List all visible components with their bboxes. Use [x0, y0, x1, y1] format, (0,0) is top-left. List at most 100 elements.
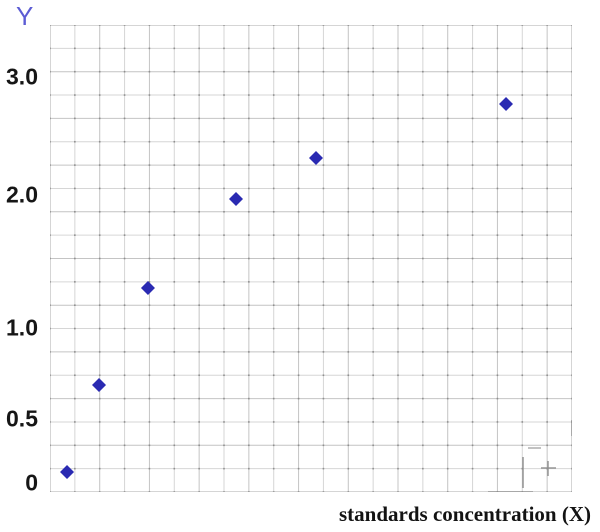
grid-intersection-dot — [496, 140, 499, 143]
grid-intersection-dot — [223, 24, 225, 26]
grid-intersection-dot — [173, 211, 176, 213]
grid-intersection-dot — [248, 70, 250, 73]
grid-intersection-dot — [347, 257, 350, 260]
grid-intersection-dot — [446, 24, 449, 26]
grid-intersection-dot — [571, 117, 573, 120]
grid-intersection-dot — [546, 70, 548, 73]
grid-intersection-dot — [248, 304, 250, 306]
grid-intersection-dot — [397, 467, 399, 470]
grid-intersection-dot — [397, 164, 399, 166]
grid-intersection-dot — [422, 257, 424, 260]
grid-intersection-dot — [223, 211, 225, 213]
grid-intersection-dot — [98, 187, 101, 190]
grid-intersection-dot — [173, 47, 176, 50]
grid-intersection-dot — [123, 467, 126, 470]
grid-intersection-dot — [397, 304, 399, 306]
grid-intersection-dot — [397, 24, 399, 26]
grid-intersection-dot — [123, 70, 126, 73]
y-tick-label: 3.0 — [6, 63, 38, 90]
grid-intersection-dot — [571, 351, 573, 353]
grid-intersection-dot — [272, 164, 275, 166]
grid-intersection-dot — [347, 117, 350, 120]
grid-intersection-dot — [571, 234, 573, 236]
grid-intersection-dot — [471, 257, 474, 260]
grid-intersection-dot — [397, 397, 399, 400]
grid-intersection-dot — [546, 47, 548, 50]
grid-intersection-dot — [49, 351, 51, 353]
grid-intersection-dot — [571, 281, 573, 283]
grid-intersection-dot — [49, 211, 51, 213]
grid-intersection-dot — [248, 281, 250, 283]
grid-intersection-dot — [74, 117, 76, 120]
grid-intersection-dot — [347, 211, 350, 213]
grid-intersection-dot — [571, 327, 573, 330]
plot-area — [49, 24, 573, 493]
grid-intersection-dot — [223, 257, 225, 260]
grid-intersection-dot — [372, 140, 374, 143]
grid-intersection-dot — [471, 187, 474, 190]
grid-intersection-dot — [198, 304, 200, 306]
grid-intersection-dot — [123, 444, 126, 447]
grid-intersection-dot — [123, 374, 126, 377]
grid-intersection-dot — [123, 164, 126, 166]
grid-intersection-dot — [123, 47, 126, 50]
grid-intersection-dot — [272, 257, 275, 260]
grid-intersection-dot — [347, 164, 350, 166]
grid-intersection-dot — [322, 374, 325, 377]
grid-intersection-dot — [571, 397, 573, 400]
grid-intersection-dot — [49, 94, 51, 96]
grid-intersection-dot — [471, 304, 474, 306]
grid-intersection-dot — [546, 304, 548, 306]
grid-intersection-dot — [49, 187, 51, 190]
grid-intersection-dot — [173, 281, 176, 283]
grid-intersection-dot — [446, 374, 449, 377]
grid-intersection-dot — [422, 467, 424, 470]
grid-intersection-dot — [49, 257, 51, 260]
grid-intersection-dot — [471, 140, 474, 143]
grid-intersection-dot — [471, 374, 474, 377]
grid-intersection-dot — [198, 491, 200, 493]
grid-intersection-dot — [173, 140, 176, 143]
grid-intersection-dot — [198, 257, 200, 260]
grid-intersection-dot — [372, 304, 374, 306]
grid-intersection-dot — [322, 117, 325, 120]
grid-intersection-dot — [123, 304, 126, 306]
grid-intersection-dot — [322, 257, 325, 260]
grid-intersection-dot — [49, 164, 51, 166]
grid-intersection-dot — [49, 117, 51, 120]
grid-intersection-dot — [496, 444, 499, 447]
grid-intersection-dot — [223, 351, 225, 353]
grid-intersection-dot — [347, 374, 350, 377]
grid-intersection-dot — [74, 24, 76, 26]
grid-intersection-dot — [521, 467, 524, 470]
grid-intersection-dot — [173, 374, 176, 377]
grid-intersection-dot — [496, 47, 499, 50]
grid-intersection-dot — [322, 397, 325, 400]
grid-intersection-dot — [49, 421, 51, 423]
grid-intersection-dot — [223, 444, 225, 447]
grid-intersection-dot — [198, 444, 200, 447]
grid-intersection-dot — [546, 374, 548, 377]
grid-intersection-dot — [372, 491, 374, 493]
grid-intersection-dot — [173, 327, 176, 330]
grid-intersection-dot — [248, 164, 250, 166]
grid-intersection-dot — [248, 211, 250, 213]
grid-intersection-dot — [98, 140, 101, 143]
grid-intersection-dot — [546, 257, 548, 260]
grid-intersection-dot — [123, 257, 126, 260]
grid-intersection-dot — [272, 211, 275, 213]
grid-intersection-dot — [521, 164, 524, 166]
grid-intersection-dot — [372, 327, 374, 330]
grid-intersection-dot — [248, 421, 250, 423]
grid-intersection-dot — [223, 281, 225, 283]
grid-intersection-dot — [98, 304, 101, 306]
grid-intersection-dot — [198, 421, 200, 423]
grid-intersection-dot — [98, 24, 101, 26]
grid-intersection-dot — [322, 187, 325, 190]
grid-intersection-dot — [198, 467, 200, 470]
grid-intersection-dot — [521, 117, 524, 120]
grid-intersection-dot — [397, 187, 399, 190]
grid-intersection-dot — [422, 24, 424, 26]
grid-intersection-dot — [198, 24, 200, 26]
grid-intersection-dot — [496, 24, 499, 26]
